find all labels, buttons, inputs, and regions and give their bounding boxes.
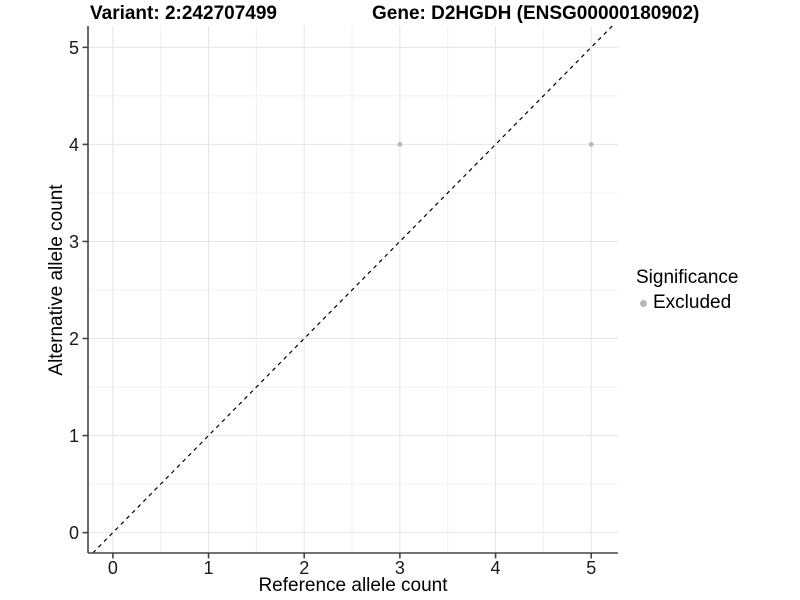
data-point — [588, 142, 594, 147]
y-tick-label: 4 — [69, 135, 79, 155]
legend-title: Significance — [636, 267, 739, 288]
x-tick-label: 4 — [491, 558, 501, 578]
plot-title-gene: Gene: D2HGDH (ENSG00000180902) — [372, 3, 700, 24]
y-tick-label: 1 — [69, 426, 79, 446]
y-axis-title: Alternative allele count — [46, 184, 67, 376]
data-point — [397, 142, 403, 147]
x-tick-label: 1 — [204, 558, 214, 578]
legend: Significance Excluded — [636, 267, 738, 314]
y-tick-label: 2 — [69, 329, 79, 349]
y-tick-label: 3 — [69, 232, 79, 252]
legend-item-excluded: Excluded — [636, 292, 738, 314]
x-tick-label: 2 — [299, 558, 309, 578]
x-tick-label: 0 — [108, 558, 118, 578]
plot-title-variant: Variant: 2:242707499 — [90, 3, 277, 24]
y-tick-label: 0 — [69, 523, 79, 543]
legend-item-label: Excluded — [653, 292, 732, 313]
y-tick-label: 5 — [69, 38, 79, 58]
x-tick-label: 3 — [395, 558, 405, 578]
x-tick-label: 5 — [586, 558, 596, 578]
x-axis-title: Reference allele count — [258, 575, 448, 596]
excluded-point-icon — [640, 299, 647, 307]
identity-line — [92, 25, 613, 554]
